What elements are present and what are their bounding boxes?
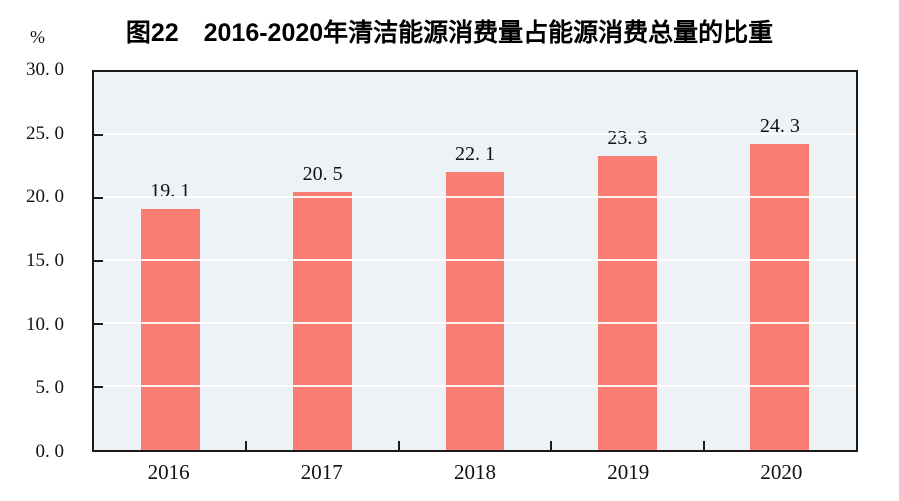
x-axis-category-label: 2017 — [300, 460, 343, 484]
bar-value-label: 20. 5 — [302, 162, 343, 185]
bar-value-label: 23. 3 — [607, 127, 648, 150]
x-axis-tickmark — [702, 441, 705, 450]
x-axis-tickmark — [397, 441, 400, 450]
bar — [293, 191, 352, 450]
y-tick-label: 5. 0 — [35, 377, 65, 399]
x-axis-labels: 2016 2017 2018 2019 2020 — [92, 452, 858, 492]
y-axis-tickmark — [94, 323, 103, 325]
x-axis-tickmark — [550, 441, 553, 450]
bar-value-label: 24. 3 — [759, 114, 800, 137]
bars: 19. 1 20. 5 22. 1 23. 3 24. 3 — [94, 72, 856, 450]
gridline — [94, 322, 856, 324]
x-axis-tickmark — [245, 441, 248, 450]
gridline — [94, 259, 856, 261]
chart-title: 图22 2016-2020年清洁能源消费量占能源消费总量的比重 — [125, 19, 774, 47]
x-axis-category-label: 2020 — [760, 460, 803, 484]
plot-area: 19. 1 20. 5 22. 1 23. 3 24. 3 — [92, 70, 858, 452]
y-tick-label: 0. 0 — [35, 441, 65, 462]
bar-value-label: 19. 1 — [150, 180, 191, 203]
x-axis-category-label: 2016 — [147, 460, 190, 484]
y-axis-unit-label: % — [30, 27, 45, 47]
x-axis-category-label: 2019 — [607, 460, 650, 484]
gridline — [94, 385, 856, 387]
y-axis-tickmark — [94, 260, 103, 262]
y-axis-labels: 0. 0 5. 0 10. 0 15. 0 20. 0 25. 0 30. 0 — [0, 60, 80, 462]
y-tick-label: 20. 0 — [26, 186, 64, 208]
bar-group-2020: 24. 3 — [704, 72, 856, 450]
y-tick-label: 15. 0 — [26, 250, 64, 271]
y-tick-label: 30. 0 — [26, 59, 64, 80]
x-axis-category-label: 2018 — [454, 460, 496, 484]
bar-value-label: 22. 1 — [455, 142, 496, 165]
bar — [140, 209, 200, 450]
bar — [598, 156, 657, 450]
bar-group-2018: 22. 1 — [399, 72, 551, 450]
bar — [750, 143, 810, 450]
y-tick-label: 10. 0 — [26, 313, 64, 335]
gridline — [94, 196, 856, 198]
bar-group-2019: 23. 3 — [551, 72, 703, 450]
bar-group-2016: 19. 1 — [94, 72, 246, 450]
gridline — [94, 133, 856, 135]
y-axis-tickmark — [94, 134, 103, 136]
bar — [445, 171, 505, 450]
y-axis-tickmark — [94, 386, 103, 388]
bar-group-2017: 20. 5 — [246, 72, 398, 450]
y-tick-label: 25. 0 — [26, 122, 64, 144]
y-axis-tickmark — [94, 197, 103, 199]
